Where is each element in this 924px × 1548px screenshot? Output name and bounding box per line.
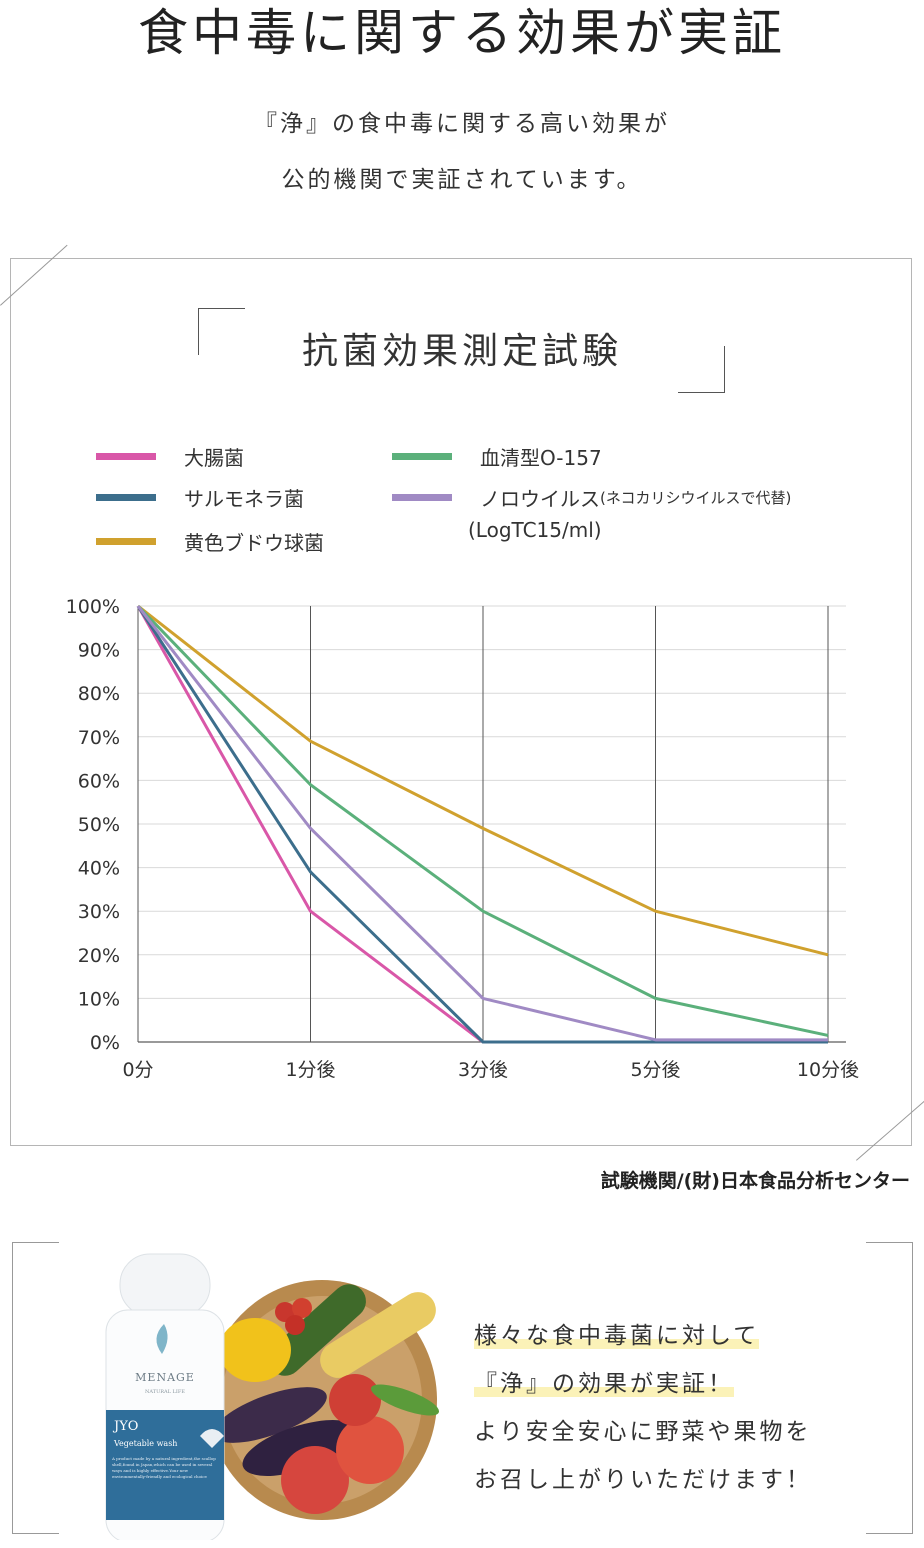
x-tick-label: 1分後 xyxy=(285,1059,335,1081)
legend-label-ecoli: 大腸菌 xyxy=(184,446,244,470)
eggplant-2 xyxy=(242,1420,358,1476)
series-line xyxy=(136,604,829,1037)
bottle-brand-sub: NATURAL LIFE xyxy=(145,1389,185,1395)
bottle-product-sub: Vegetable wash xyxy=(113,1439,177,1448)
lead-line-1: 『浄』の食中毒に関する高い効果が xyxy=(254,111,670,137)
x-tick-label: 5分後 xyxy=(630,1059,680,1081)
legend-swatch-o157 xyxy=(392,453,452,460)
y-tick-label: 100% xyxy=(66,596,120,618)
promo-line-2: 『浄』の効果が実証！ xyxy=(474,1371,734,1397)
series-line xyxy=(136,605,828,1044)
y-tick-label: 60% xyxy=(78,770,120,792)
y-tick-label: 10% xyxy=(78,988,120,1010)
promo-line-4: お召し上がりいただけます！ xyxy=(474,1467,812,1493)
shell-icon xyxy=(200,1429,224,1448)
line-chart: 0% 10% 20% 30% 40% 50% 60% 70% 80% 90% 100% 0分 1分後 3分… xyxy=(66,596,859,1081)
series-line xyxy=(137,604,829,957)
cherry-tomato-2 xyxy=(292,1298,312,1318)
chart-panel xyxy=(10,258,912,1146)
yellow-pepper xyxy=(219,1318,291,1382)
promo-frame-right xyxy=(866,1242,913,1534)
title-bracket-open xyxy=(198,308,245,355)
y-tick-label: 40% xyxy=(78,858,120,880)
eggplant-1 xyxy=(213,1387,327,1443)
corn xyxy=(320,1292,436,1378)
legend-swatch-norovirus xyxy=(392,494,452,501)
x-tick-label: 0分 xyxy=(122,1059,153,1081)
y-tick-label: 30% xyxy=(78,901,120,923)
lead-line-2: 公的機関で実証されています。 xyxy=(281,167,643,193)
legend-item-staph: 黄色ブドウ球菌 xyxy=(96,527,324,556)
page-title: 食中毒に関する効果が実証 xyxy=(138,4,786,62)
y-tick-label: 90% xyxy=(78,640,120,662)
cherry-tomato-3 xyxy=(285,1315,305,1335)
legend-label-o157: 血清型O-157 xyxy=(480,446,602,470)
bottle-cap xyxy=(119,1253,211,1317)
product-photo: MENAGE NATURAL LIFE JYO Vegetable wash A… xyxy=(105,1253,440,1540)
brand-logo-icon xyxy=(156,1324,168,1354)
y-tick-label: 80% xyxy=(78,683,120,705)
legend-swatch-salmonella xyxy=(96,494,156,501)
legend-swatch-staph xyxy=(96,538,156,545)
promo-frame-left xyxy=(12,1242,59,1534)
tomato-3 xyxy=(329,1374,381,1426)
bottle-brand: MENAGE xyxy=(135,1371,195,1384)
peas xyxy=(370,1384,440,1416)
bottle-desc: A product made by a natural ingredient,t… xyxy=(112,1456,216,1479)
bottle-product: JYO xyxy=(112,1419,138,1434)
title-bracket-close xyxy=(678,346,725,393)
legend-label-staph: 黄色ブドウ球菌 xyxy=(184,531,324,555)
legend-item-norovirus: ノロウイルス (ネコカリシウイルスで代替) xyxy=(392,483,791,512)
x-tick-label: 3分後 xyxy=(458,1059,508,1081)
promo-line-1: 様々な食中毒菌に対して xyxy=(474,1323,760,1349)
y-tick-label: 0% xyxy=(90,1032,120,1054)
legend-swatch-ecoli xyxy=(96,453,156,460)
promo-copy: 様々な食中毒菌に対して 『浄』の効果が実証！ より安全安心に野菜や果物を お召し… xyxy=(474,1312,812,1504)
promo-line-3: より安全安心に野菜や果物を xyxy=(474,1419,812,1445)
legend-item-o157: 血清型O-157 xyxy=(392,442,602,471)
x-tick-label: 10分後 xyxy=(797,1059,859,1081)
chart-title: 抗菌効果測定試験 xyxy=(301,331,622,372)
bottle-label xyxy=(106,1410,224,1520)
source-credit: 試験機関/(財)日本食品分析センター xyxy=(600,1170,910,1192)
y-tick-label: 20% xyxy=(78,945,120,967)
zucchini xyxy=(268,1284,366,1376)
legend-label-salmonella: サルモネラ菌 xyxy=(184,487,304,511)
legend-item-salmonella: サルモネラ菌 xyxy=(96,483,304,512)
unit-note: (LogTC15/ml) xyxy=(468,518,602,542)
series-line xyxy=(136,605,828,1042)
y-tick-label: 50% xyxy=(78,814,120,836)
tomato-2 xyxy=(336,1416,404,1484)
legend-item-ecoli: 大腸菌 xyxy=(96,442,244,471)
tomato-1 xyxy=(281,1446,349,1514)
legend-note: (ネコカリシウイルスで代替) xyxy=(600,489,792,507)
legend-label-norovirus: ノロウイルス xyxy=(480,487,600,511)
bottle-desc-wrap: A product made by a natural ingredient,t… xyxy=(112,1456,216,1479)
y-tick-label: 70% xyxy=(78,727,120,749)
